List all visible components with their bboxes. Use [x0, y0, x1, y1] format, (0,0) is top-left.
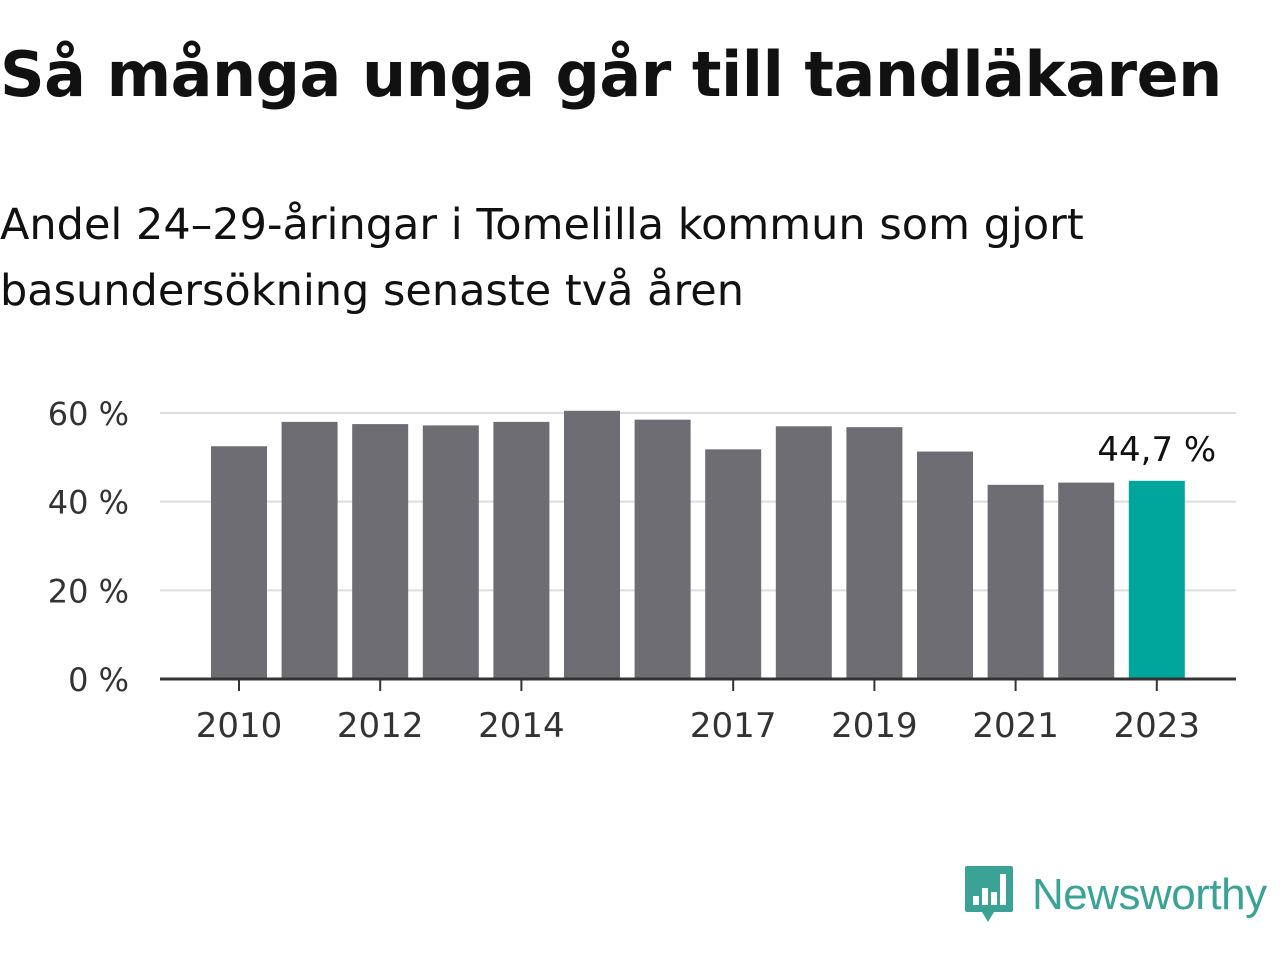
brand-name: Newsworthy — [1032, 870, 1267, 919]
bars — [211, 410, 1185, 679]
x-tick-label: 2017 — [690, 706, 777, 746]
data-label: 44,7 % — [1097, 430, 1216, 470]
y-tick-label: 20 % — [48, 572, 129, 610]
gridlines — [160, 412, 1236, 592]
bar — [211, 446, 267, 679]
bar — [705, 449, 762, 679]
axes — [160, 677, 1236, 691]
y-tick-label: 40 % — [48, 484, 129, 522]
y-tick-label: 0 % — [68, 661, 129, 699]
bar — [846, 427, 903, 679]
bar — [1128, 480, 1185, 679]
bar — [352, 424, 409, 679]
bar — [634, 419, 691, 679]
chart-speech-bubble-icon — [965, 866, 1013, 922]
x-tick-label: 2014 — [478, 706, 565, 746]
chart-title: Så många unga går till tandläkaren — [0, 38, 1222, 111]
x-tick-label: 2021 — [972, 706, 1059, 746]
x-tick-label: 2023 — [1114, 706, 1201, 746]
bar — [1058, 482, 1115, 679]
newsworthy-logo: Newsworthy — [964, 864, 1267, 926]
labels: 0 % 20 % 40 % 60 % 2010 2012 2014 2017 2019 2021 2… — [48, 395, 1217, 746]
chart-subtitle: Andel 24–29-åringar i Tomelilla kommun s… — [0, 200, 1084, 316]
bar — [775, 426, 832, 679]
x-tick-label: 2012 — [337, 706, 424, 746]
bar — [422, 425, 479, 679]
bar — [281, 421, 338, 679]
bar — [564, 410, 620, 679]
x-tick-label: 2019 — [831, 706, 918, 746]
bar-chart: 0 % 20 % 40 % 60 % 2010 2012 2014 2017 2019 2021 2… — [48, 395, 1236, 746]
x-tick-label: 2010 — [196, 706, 283, 746]
y-tick-label: 60 % — [48, 395, 129, 433]
bar — [917, 451, 973, 679]
bar — [987, 484, 1044, 679]
bar — [493, 421, 550, 679]
